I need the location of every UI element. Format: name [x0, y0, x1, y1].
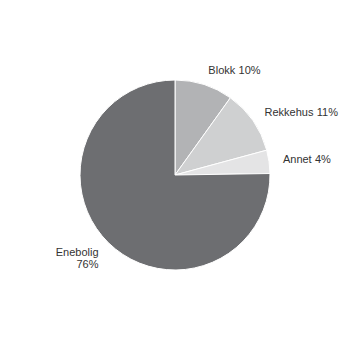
label-category: Blokk: [208, 64, 235, 76]
pie: [80, 80, 270, 270]
label-value: 10%: [239, 64, 261, 76]
data-label: Rekkehus11%: [265, 106, 339, 118]
chart-svg: Blokk 10% Rekkehus11% Annet4% Enebolig76%: [0, 0, 350, 350]
pie-slice: [80, 80, 270, 270]
label-category: Enebolig: [56, 246, 99, 258]
pie-slice: [175, 150, 270, 175]
chart-container: Blokk 10% Rekkehus11% Annet4% Enebolig76%: [0, 0, 350, 350]
label-value: 76%: [76, 258, 98, 270]
labels: Blokk 10% Rekkehus11% Annet4% Enebolig76%: [56, 64, 338, 270]
label-category: Annet: [283, 153, 312, 165]
data-label: Enebolig76%: [56, 246, 99, 271]
label-value: 4%: [315, 153, 331, 165]
data-label: Blokk 10%: [208, 64, 260, 76]
data-label: Annet4%: [283, 153, 331, 165]
label-value: 11%: [317, 106, 338, 118]
label-category: Rekkehus: [265, 106, 314, 118]
